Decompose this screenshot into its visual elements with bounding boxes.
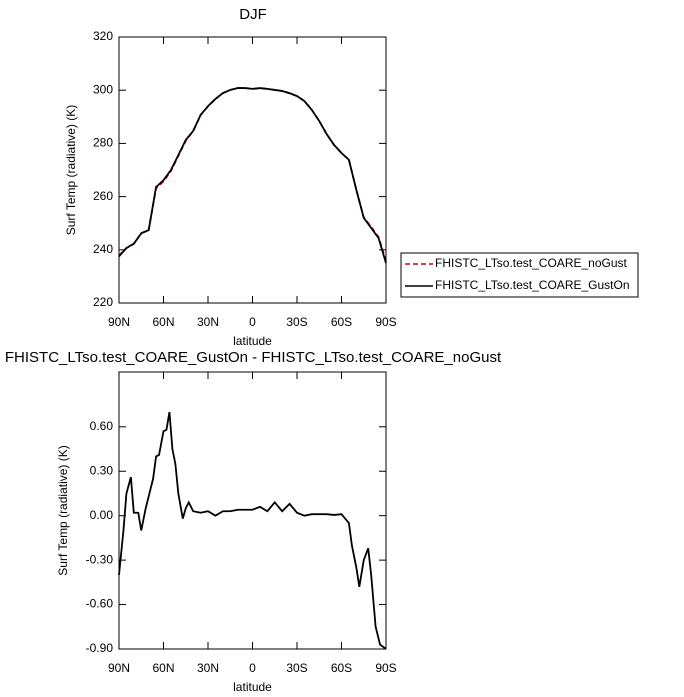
y-tick-label: 260 xyxy=(93,189,113,203)
legend-label: FHISTC_LTso.test_COARE_GustOn xyxy=(435,278,630,292)
y-tick-label: 0.60 xyxy=(90,419,114,433)
y-axis-label: Surf Temp (radiative) (K) xyxy=(56,445,70,575)
y-tick-label: 240 xyxy=(93,242,113,256)
data-line xyxy=(118,87,387,264)
x-tick-label: 60S xyxy=(331,661,352,675)
x-tick-label: 60S xyxy=(331,315,352,329)
legend-label: FHISTC_LTso.test_COARE_noGust xyxy=(435,256,628,270)
x-tick-label: 30S xyxy=(286,315,307,329)
x-axis-label: latitude xyxy=(233,334,272,348)
y-tick-label: 300 xyxy=(93,82,113,96)
x-tick-label: 90N xyxy=(108,315,130,329)
y-tick-label: -0.30 xyxy=(86,552,114,566)
y-axis-label: Surf Temp (radiative) (K) xyxy=(64,105,78,235)
plot-frame xyxy=(118,371,387,650)
y-tick-label: -0.90 xyxy=(86,641,114,655)
chart-title: FHISTC_LTso.test_COARE_GustOn - FHISTC_L… xyxy=(5,349,502,366)
x-tick-label: 60N xyxy=(152,315,174,329)
chart-title: DJF xyxy=(239,6,267,23)
y-tick-label: 0.30 xyxy=(90,463,114,477)
y-tick-label: -0.60 xyxy=(86,597,114,611)
x-tick-label: 30N xyxy=(197,315,219,329)
y-tick-label: 0.00 xyxy=(90,508,114,522)
y-tick-label: 280 xyxy=(93,136,113,150)
data-line xyxy=(118,87,387,261)
x-tick-label: 90N xyxy=(108,661,130,675)
x-tick-label: 60N xyxy=(152,661,174,675)
x-tick-label: 90S xyxy=(375,315,396,329)
data-line xyxy=(118,411,387,650)
plot-frame xyxy=(118,36,387,304)
x-tick-label: 30N xyxy=(197,661,219,675)
y-tick-label: 220 xyxy=(93,295,113,309)
x-axis-label: latitude xyxy=(233,680,272,694)
legend-box xyxy=(400,252,639,298)
x-tick-label: 30S xyxy=(286,661,307,675)
x-tick-label: 90S xyxy=(375,661,396,675)
x-tick-label: 0 xyxy=(249,315,256,329)
y-tick-label: 320 xyxy=(93,29,113,43)
x-tick-label: 0 xyxy=(249,661,256,675)
